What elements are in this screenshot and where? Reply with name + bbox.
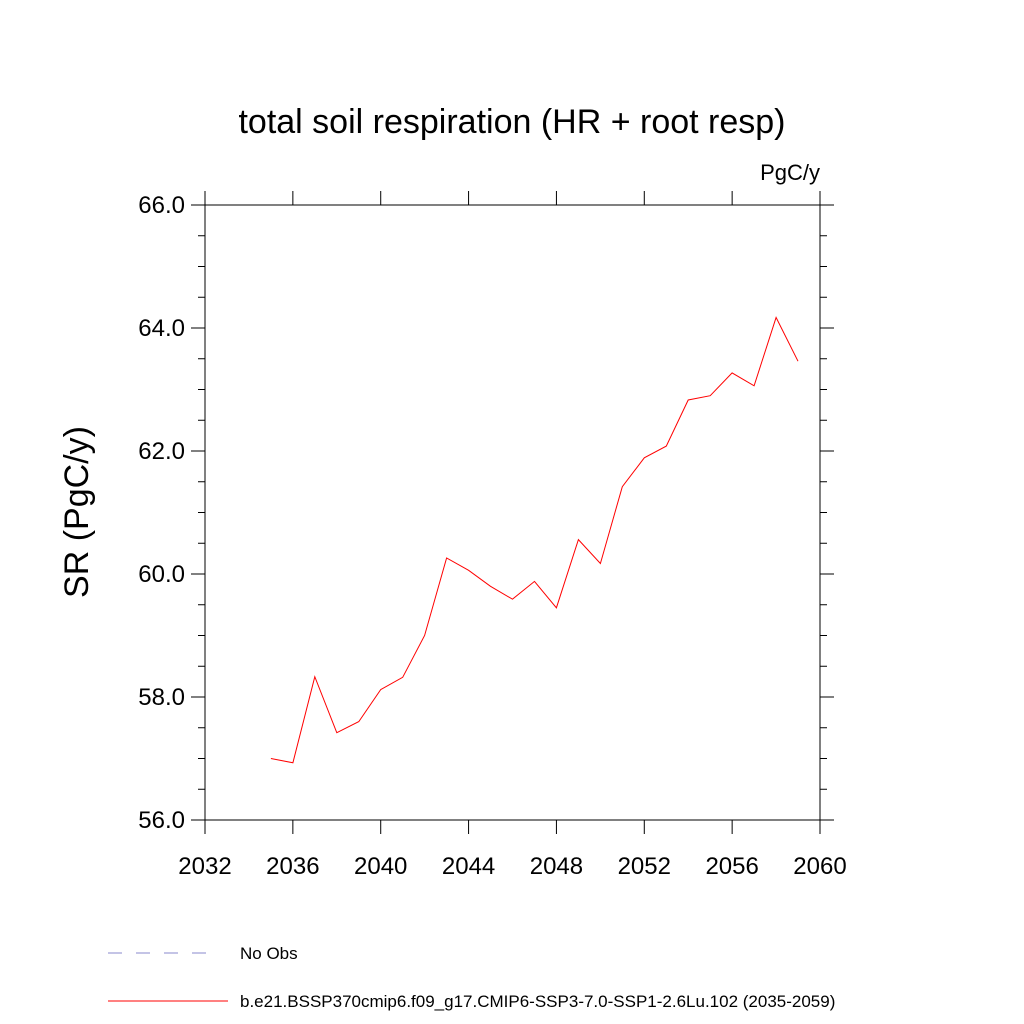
legend: No Obs b.e21.BSSP370cmip6.f09_g17.CMIP6-… [108, 944, 835, 1011]
y-tick-label: 60.0 [138, 561, 185, 588]
y-tick-label: 62.0 [138, 438, 185, 465]
x-tick-label: 2060 [793, 853, 846, 880]
units-label: PgC/y [760, 160, 820, 185]
plot-frame [204, 204, 821, 821]
y-tick-label: 66.0 [138, 192, 185, 219]
x-tick-label: 2040 [354, 853, 407, 880]
series-line [270, 316, 799, 764]
y-axis-label: SR (PgC/y) [58, 426, 96, 598]
x-tick-label: 2036 [266, 853, 319, 880]
x-tick-labels: 2032 2036 2040 2044 2048 2052 2056 2060 [178, 853, 846, 880]
chart-title: total soil respiration (HR + root resp) [238, 103, 785, 141]
x-tick-label: 2052 [618, 853, 671, 880]
x-tick-label: 2044 [442, 853, 495, 880]
x-tick-label: 2056 [705, 853, 758, 880]
legend-label-model-run: b.e21.BSSP370cmip6.f09_g17.CMIP6-SSP3-7.… [240, 992, 835, 1011]
y-tick-label: 64.0 [138, 315, 185, 342]
y-tick-label: 56.0 [138, 807, 185, 834]
y-tick-labels: 56.0 58.0 60.0 62.0 64.0 66.0 [138, 192, 185, 834]
x-tick-label: 2048 [530, 853, 583, 880]
ticks-layer [191, 191, 834, 834]
legend-label-no-obs: No Obs [240, 944, 298, 963]
y-tick-label: 58.0 [138, 684, 185, 711]
series-layer [270, 316, 799, 764]
x-tick-label: 2032 [178, 853, 231, 880]
